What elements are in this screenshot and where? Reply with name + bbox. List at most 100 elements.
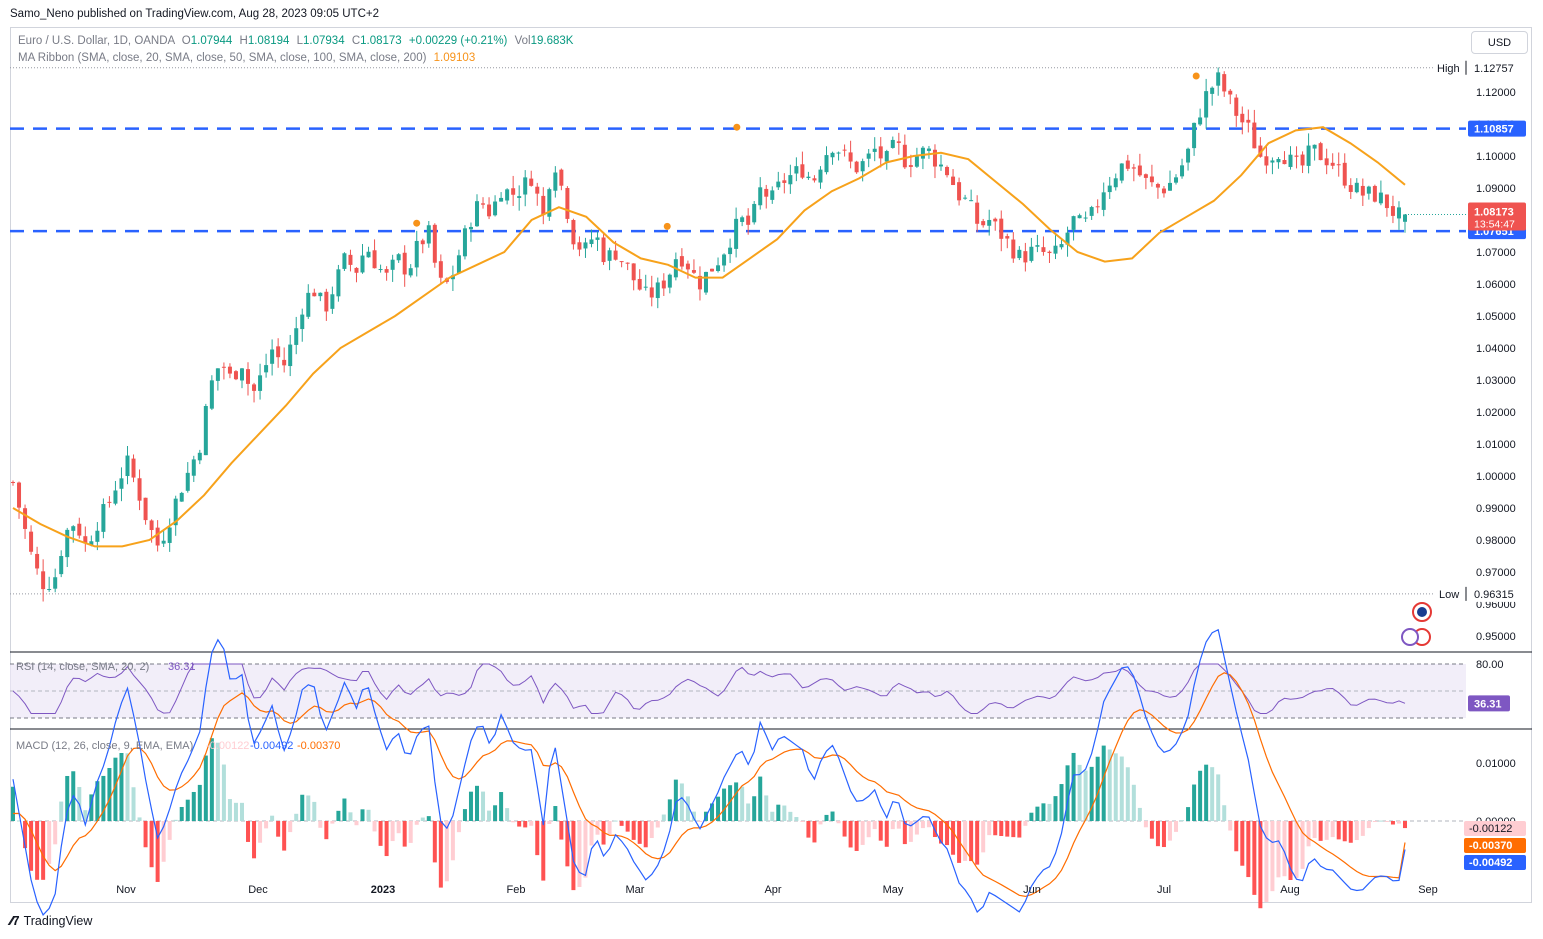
candle-body (945, 166, 950, 176)
macd-histogram-bar (1143, 821, 1148, 828)
candle-body (203, 406, 208, 456)
candle-body (1288, 154, 1293, 167)
tradingview-logo[interactable]: ⁄⁄7 TradingView (10, 913, 92, 928)
macd-histogram-bar (788, 811, 793, 821)
candle-body (975, 202, 980, 224)
candle-body (113, 490, 118, 504)
currency-button[interactable]: USD (1471, 31, 1528, 54)
macd-histogram-bar (53, 821, 58, 845)
macd-histogram-bar (613, 820, 618, 822)
low-tag-label: Low (1439, 589, 1459, 601)
macd-histogram-bar (776, 804, 781, 821)
candle-body (1330, 162, 1335, 166)
candle-body (1252, 122, 1257, 149)
candle-body (17, 482, 22, 508)
macd-histogram-bar (1089, 766, 1094, 821)
macd-histogram-bar (1192, 784, 1197, 821)
macd-histogram-bar (511, 821, 516, 823)
candle-body (125, 455, 130, 477)
macd-histogram-bar (1354, 821, 1359, 841)
candle-body (872, 148, 877, 152)
candle-body (330, 294, 335, 309)
candle-body (1023, 251, 1028, 263)
candle-body (131, 458, 136, 478)
macd-legend-signal: -0.00370 (297, 740, 340, 752)
candle-body (932, 149, 937, 167)
macd-hist-tag (1464, 821, 1526, 836)
macd-histogram-bar (1228, 821, 1233, 831)
candle-body (493, 201, 498, 216)
ma-label: MA Ribbon (SMA, close, 20, SMA, close, 5… (18, 52, 427, 64)
macd-histogram-bar (1318, 821, 1323, 841)
candle-body (1101, 192, 1106, 210)
macd-histogram-bar (975, 821, 980, 865)
time-axis-label: May (883, 884, 904, 896)
candle-body (300, 314, 305, 330)
candle-body (1198, 117, 1203, 125)
price-tick-label: 1.09000 (1476, 183, 1516, 195)
candle-body (1403, 214, 1407, 222)
macd-histogram-bar (384, 821, 389, 857)
candle-body (167, 527, 172, 543)
macd-histogram-bar (113, 757, 118, 821)
macd-histogram-bar (993, 821, 998, 836)
candle-body (643, 286, 648, 288)
macd-histogram-bar (1125, 767, 1130, 821)
candle-body (1336, 164, 1341, 166)
candle-body (649, 287, 654, 298)
candle-body (734, 218, 739, 249)
candle-body (511, 188, 516, 195)
macd-histogram-bar (577, 821, 582, 887)
candle-body (107, 501, 112, 503)
candle-body (318, 292, 323, 297)
candle-body (908, 165, 913, 167)
rsi-legend-value: 36.31 (168, 661, 196, 673)
macd-histogram-bar (631, 821, 636, 840)
candle-body (631, 263, 636, 281)
macd-histogram-bar (830, 811, 835, 821)
macd-histogram-bar (1324, 821, 1329, 840)
macd-histogram-bar (1161, 821, 1166, 848)
macd-histogram-bar (987, 821, 992, 836)
price-tick-label: 1.00000 (1476, 471, 1516, 483)
candle-body (1372, 185, 1377, 202)
candle-body (1035, 245, 1040, 247)
candle-body (264, 365, 269, 373)
macd-histogram-bar (462, 809, 467, 821)
macd-histogram-bar (1095, 756, 1100, 821)
candle-body (583, 242, 588, 249)
candle-body (11, 482, 15, 484)
macd-histogram-bar (1264, 821, 1269, 902)
macd-histogram-group (11, 738, 1407, 909)
candle-body (914, 156, 919, 167)
macd-histogram-bar (583, 821, 588, 878)
macd-histogram-bar (252, 821, 257, 859)
ma-ribbon-line (12, 126, 1406, 548)
candle-body (149, 520, 154, 531)
macd-histogram-bar (499, 792, 504, 821)
candle-body (366, 251, 371, 258)
macd-histogram-bar (354, 821, 359, 826)
candle-body (848, 152, 853, 162)
macd-histogram-bar (203, 755, 208, 821)
candle-body (589, 239, 594, 245)
macd-histogram-bar (758, 776, 763, 821)
macd-histogram-bar (1234, 821, 1239, 852)
macd-histogram-bar (11, 786, 15, 821)
candle-body (59, 556, 64, 575)
macd-histogram-bar (167, 821, 172, 840)
macd-histogram-bar (1059, 784, 1064, 821)
macd-histogram-bar (1342, 821, 1347, 842)
candle-body (1378, 192, 1383, 204)
candle-body (571, 220, 576, 245)
macd-histogram-bar (233, 802, 238, 821)
macd-histogram-bar (1047, 803, 1052, 821)
ma-legend: MA Ribbon (SMA, close, 20, SMA, close, 5… (18, 52, 475, 64)
macd-histogram-bar (35, 821, 40, 880)
macd-histogram-bar (155, 821, 160, 882)
candle-body (1119, 163, 1124, 181)
high-label: H (239, 35, 248, 47)
macd-histogram-bar (1396, 821, 1401, 824)
macd-histogram-bar (119, 752, 124, 821)
